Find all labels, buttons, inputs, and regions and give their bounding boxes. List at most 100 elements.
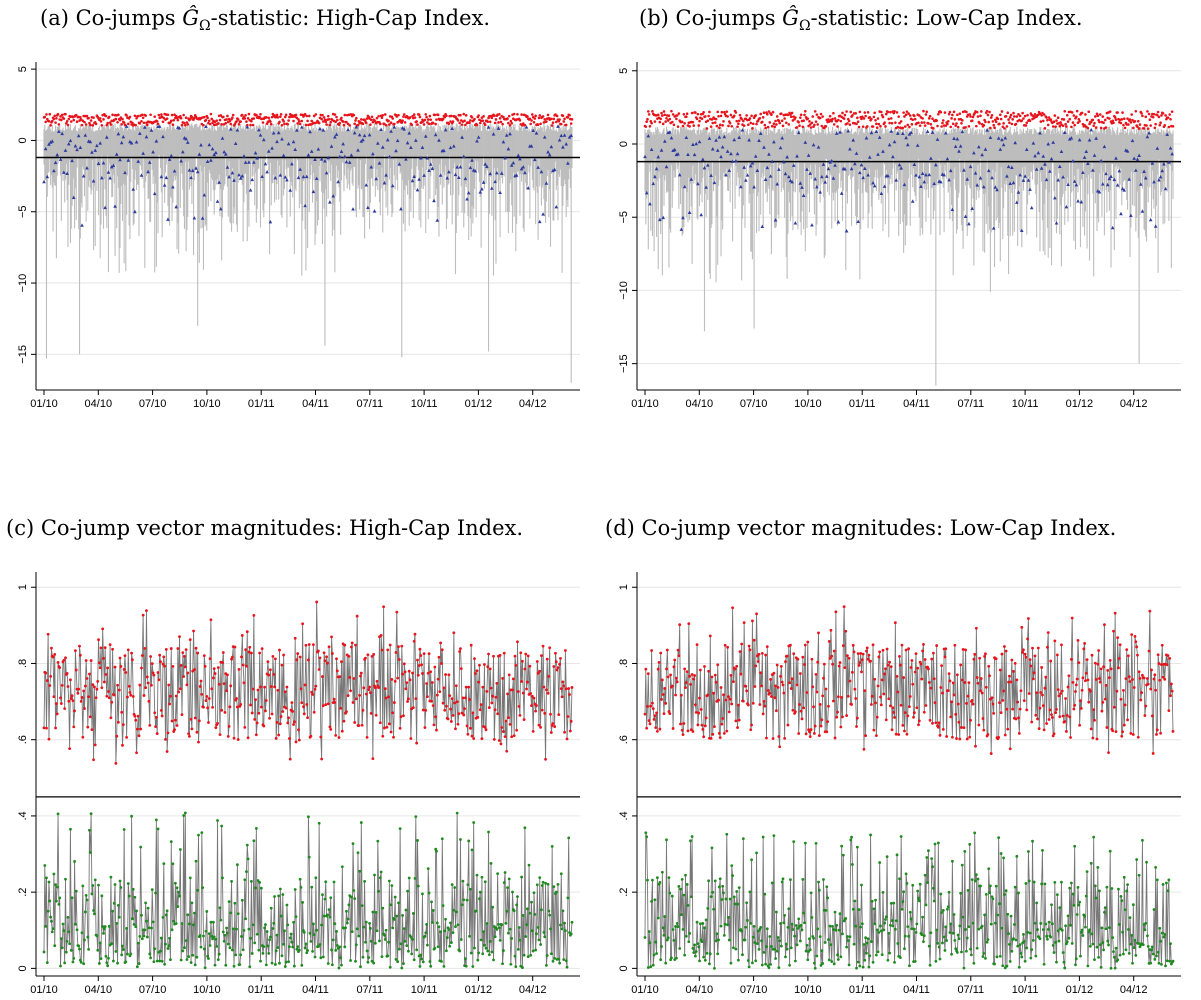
upper-point [483,663,486,666]
lower-point [461,903,464,906]
lower-point [94,878,97,881]
upper-point [872,643,875,646]
upper-point [159,660,162,663]
x-tick-label: 01/12 [465,398,493,410]
upper-marker [715,118,718,121]
lower-point [228,900,231,903]
x-tick-label: 07/11 [356,984,383,996]
upper-marker [859,111,862,114]
upper-marker [203,116,206,119]
upper-point [324,703,327,706]
upper-point [108,696,111,699]
upper-point [341,730,344,733]
lower-point [359,965,362,968]
lower-point [378,939,381,942]
upper-point [516,640,519,643]
upper-marker [244,114,247,117]
lower-point [421,892,424,895]
upper-point [186,671,189,674]
upper-point [829,657,832,660]
upper-marker [1105,126,1108,129]
upper-marker [524,124,527,127]
upper-point [286,722,289,725]
upper-point [773,672,776,675]
lower-point [294,888,297,891]
upper-marker [922,110,925,113]
upper-point [916,667,919,670]
y-tick-label: .8 [17,659,29,668]
upper-point [647,672,650,675]
lower-point [150,927,153,930]
upper-marker [992,120,995,123]
y-tick-label: .6 [618,735,630,744]
lower-point [203,948,206,951]
lower-point [415,948,418,951]
lower-point [548,914,551,917]
upper-marker [48,120,51,123]
upper-point [438,690,441,693]
lower-point [375,911,378,914]
lower-point [422,960,425,963]
upper-point [124,671,127,674]
lower-point [277,894,280,897]
upper-marker [806,117,809,120]
upper-marker [318,122,321,125]
upper-point [502,730,505,733]
upper-point [335,657,338,660]
lower-point [224,964,227,967]
upper-marker [209,123,212,126]
upper-marker [716,125,719,128]
lower-point [409,936,412,939]
lower-point [324,898,327,901]
upper-marker [1130,113,1133,116]
upper-point [116,684,119,687]
upper-point [711,676,714,679]
upper-marker [923,121,926,124]
lower-point [551,845,554,848]
lower-point [54,883,57,886]
lower-marker [1030,206,1034,209]
upper-point [911,683,914,686]
upper-marker [1097,114,1100,117]
upper-point [94,743,97,746]
lower-point [73,860,76,863]
upper-point [390,678,393,681]
upper-marker [99,117,102,120]
upper-marker [355,117,358,120]
x-tick-label: 04/12 [519,398,547,410]
upper-point [744,685,747,688]
lower-point [231,949,234,952]
upper-point [562,685,565,688]
upper-point [168,703,171,706]
upper-marker [843,117,846,120]
upper-marker [1094,115,1097,118]
upper-point [806,641,809,644]
lower-point [152,960,155,963]
upper-point [850,703,853,706]
lower-point [381,955,384,958]
upper-point [196,652,199,655]
lower-marker [926,130,930,133]
upper-marker [208,119,211,122]
upper-point [264,709,267,712]
upper-marker [1046,119,1049,122]
upper-marker [156,120,159,123]
lower-point [133,896,136,899]
upper-marker [1163,124,1166,127]
y-tick-label: −15 [17,345,29,364]
upper-point [464,696,467,699]
upper-marker [663,110,666,113]
upper-marker [936,125,939,128]
upper-point [261,647,264,650]
y-tick-label: −10 [618,281,630,300]
upper-marker [555,121,558,124]
upper-point [549,713,552,716]
upper-marker [906,124,909,127]
upper-point [844,630,847,633]
upper-point [818,734,821,737]
upper-marker [764,124,767,127]
upper-point [356,615,359,618]
upper-marker [376,117,379,120]
lower-point [295,915,298,918]
upper-marker [95,123,98,126]
